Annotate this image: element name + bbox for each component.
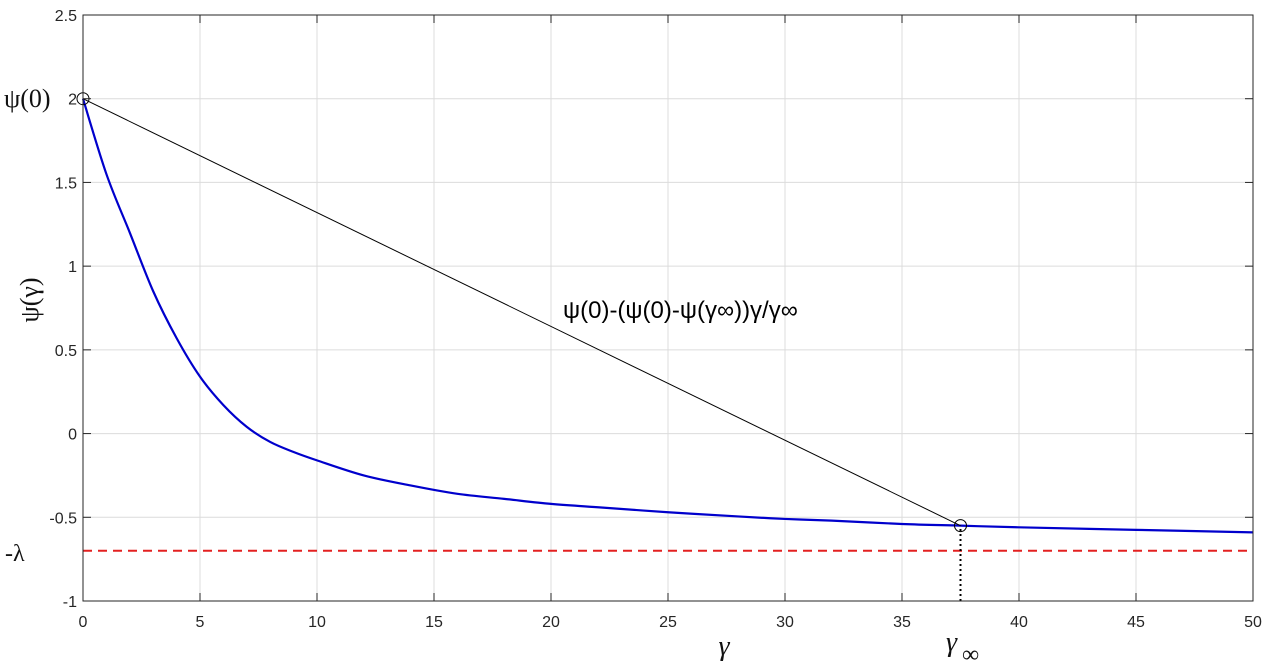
tick-marks xyxy=(82,14,1254,602)
x-tick-label: 35 xyxy=(893,614,911,631)
y-tick-label: 0 xyxy=(68,427,77,444)
x-tick-label: 25 xyxy=(659,614,677,631)
y-tick-label: 1.5 xyxy=(55,175,77,192)
y-extra-label-lambda: -λ xyxy=(5,541,25,567)
tick-labels: 0 5 10 15 20 25 30 35 40 45 50 -1 -0.5 0 0.5 1 1.5 2 2.5 xyxy=(49,8,1262,631)
x-axis-label: γ xyxy=(718,631,730,662)
infinity-subscript: ∞ xyxy=(962,642,979,666)
y-tick-label: 1 xyxy=(68,259,77,276)
point-marker xyxy=(954,519,967,533)
y-tick-label: 2.5 xyxy=(55,8,77,25)
y-tick-label: -0.5 xyxy=(49,510,77,527)
y-tick-label: 2 xyxy=(68,92,77,109)
svg-text:γ: γ xyxy=(946,627,958,658)
x-tick-label: 0 xyxy=(79,614,88,631)
x-tick-label: 50 xyxy=(1244,614,1262,631)
series-layer xyxy=(76,92,1254,601)
y-tick-label: -1 xyxy=(63,594,77,611)
x-tick-label: 30 xyxy=(776,614,794,631)
x-extra-label-gamma-inf: γ ∞ xyxy=(946,627,979,666)
grid-lines xyxy=(83,15,1253,601)
y-extra-label-psi0: ψ(0) xyxy=(4,84,51,113)
x-tick-label: 45 xyxy=(1127,614,1145,631)
x-tick-label: 40 xyxy=(1010,614,1028,631)
x-tick-label: 10 xyxy=(308,614,326,631)
line-annotation: ψ(0)-(ψ(0)-ψ(γ∞))γ/γ∞ xyxy=(563,297,798,324)
psi-curve xyxy=(81,98,1254,534)
chord-line xyxy=(82,98,961,527)
x-tick-label: 5 xyxy=(196,614,205,631)
x-tick-label: 20 xyxy=(542,614,560,631)
y-tick-label: 0.5 xyxy=(55,343,77,360)
y-axis-label: ψ(γ) xyxy=(15,277,44,322)
x-tick-label: 15 xyxy=(425,614,443,631)
